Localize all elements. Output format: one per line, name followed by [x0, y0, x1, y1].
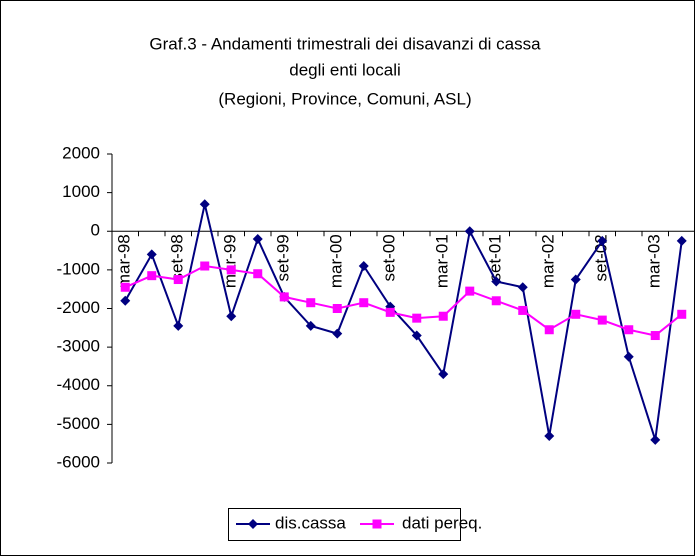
marker: [305, 320, 316, 331]
legend-label: dis.cassa: [275, 513, 346, 532]
marker: [173, 275, 183, 285]
marker: [491, 276, 502, 287]
marker: [491, 296, 501, 306]
series-line: [124, 264, 683, 337]
marker: [372, 519, 382, 529]
marker: [570, 274, 581, 285]
marker: [253, 269, 263, 279]
marker: [465, 286, 475, 296]
marker: [358, 261, 369, 272]
x-tick-label: set-98: [168, 234, 187, 281]
marker: [199, 199, 210, 210]
marker: [650, 331, 660, 341]
x-tick-label: mar-98: [115, 234, 134, 288]
y-tick-label: 2000: [62, 143, 100, 162]
x-tick-label: mar-01: [433, 234, 452, 288]
x-tick-label: set-99: [274, 234, 293, 281]
legend-label: dati pereq.: [402, 513, 482, 532]
marker: [306, 298, 316, 308]
series-line: [124, 203, 683, 441]
marker: [544, 430, 555, 441]
marker: [279, 292, 289, 302]
x-tick-label: set-01: [486, 234, 505, 281]
marker: [146, 249, 157, 260]
marker: [438, 369, 449, 380]
marker: [226, 311, 237, 322]
x-tick-label: mar-99: [221, 234, 240, 288]
marker: [412, 313, 422, 323]
chart-title: (Regioni, Province, Comuni, ASL): [218, 89, 471, 108]
marker: [359, 298, 369, 308]
x-tick-label: mar-03: [645, 234, 664, 288]
y-tick-label: -6000: [57, 452, 100, 471]
y-tick-label: 1000: [62, 182, 100, 201]
marker: [173, 320, 184, 331]
y-tick-label: -3000: [57, 337, 100, 356]
marker: [438, 311, 448, 321]
marker: [623, 351, 634, 362]
marker: [147, 271, 157, 281]
x-tick-label: set-02: [592, 234, 611, 281]
y-tick-label: -1000: [57, 259, 100, 278]
x-tick-label: set-00: [380, 234, 399, 281]
marker: [332, 304, 342, 313]
y-tick-label: -2000: [57, 298, 100, 317]
marker: [677, 309, 687, 319]
marker: [120, 295, 131, 306]
marker: [597, 315, 607, 325]
marker: [120, 282, 130, 292]
chart-title: Graf.3 - Andamenti trimestrali dei disav…: [149, 34, 541, 53]
marker: [624, 325, 634, 335]
marker: [332, 328, 343, 339]
marker: [650, 434, 661, 445]
marker: [597, 235, 608, 246]
marker: [517, 282, 528, 293]
y-tick-label: -4000: [57, 375, 100, 394]
marker: [226, 265, 236, 275]
marker: [464, 226, 475, 237]
marker: [252, 233, 263, 244]
marker: [676, 235, 687, 246]
marker: [385, 307, 395, 317]
x-tick-label: mar-00: [327, 234, 346, 288]
marker: [411, 330, 422, 341]
y-tick-label: -5000: [57, 414, 100, 433]
x-tick-label: mar-02: [539, 234, 558, 288]
chart-title: degli enti locali: [289, 60, 401, 79]
y-tick-label: 0: [91, 221, 100, 240]
marker: [518, 305, 528, 315]
marker: [248, 519, 258, 529]
marker: [571, 309, 581, 319]
marker: [200, 261, 210, 271]
marker: [544, 325, 554, 335]
